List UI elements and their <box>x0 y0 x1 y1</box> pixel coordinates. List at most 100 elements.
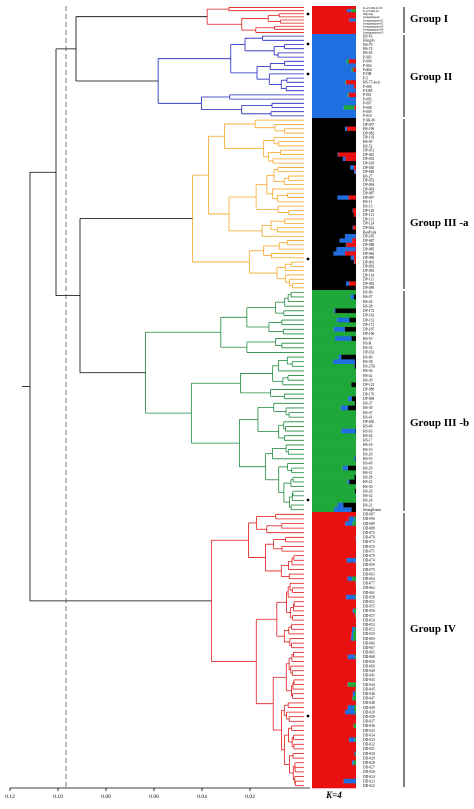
bar-row <box>312 327 334 332</box>
bar-row-mix <box>347 243 356 248</box>
structure-bars <box>312 6 356 788</box>
sample-label: DD-044 <box>363 683 375 687</box>
clade-2 <box>158 36 304 116</box>
bar-row-mix <box>354 705 356 710</box>
sample-label: DD-045 <box>363 687 375 691</box>
sample-label: DD-069 <box>363 637 375 641</box>
bar-row <box>312 277 356 282</box>
bar-row-mix <box>334 327 345 332</box>
bar-row <box>312 152 338 157</box>
bar-row-mix <box>346 243 347 248</box>
bar-row <box>312 415 356 420</box>
bar-row-mix <box>338 195 349 200</box>
bar-row-mix <box>354 256 356 261</box>
bar-row <box>312 243 346 248</box>
sample-label: DD-043 <box>363 678 375 682</box>
bar-row <box>312 406 341 411</box>
sample-label: DD-060 <box>363 664 375 668</box>
bar-row-mix <box>345 127 347 132</box>
bar-row <box>312 443 356 448</box>
bar-row <box>312 226 353 231</box>
bar-row <box>312 332 356 337</box>
clade-5 <box>211 514 304 785</box>
bar-row <box>312 238 340 243</box>
clade-1 <box>207 8 304 33</box>
sample-label: HS-53 <box>363 457 373 461</box>
clade-4 <box>146 292 304 509</box>
bar-row <box>312 751 354 756</box>
bar-row <box>312 581 356 586</box>
bar-row <box>312 668 356 673</box>
bar-row-mix <box>349 480 356 485</box>
bar-row <box>312 165 350 170</box>
bar-row-mix <box>355 489 356 494</box>
bar-row <box>312 318 337 323</box>
sample-label: DD-030 <box>363 752 375 756</box>
bar-row-mix <box>355 475 356 480</box>
sample-label: HS-21 <box>363 503 373 507</box>
sample-label: DP-052 <box>363 351 374 355</box>
bar-row-mix <box>355 247 356 252</box>
sample-label: DP-187 <box>363 328 374 332</box>
marker-dot <box>307 43 310 46</box>
bar-row <box>312 572 356 577</box>
bar-row-mix <box>349 195 356 200</box>
bar-row <box>312 705 348 710</box>
sample-label: HS-28 <box>363 304 373 308</box>
bar-row <box>312 378 356 383</box>
group-label: Group III -b <box>410 417 469 429</box>
bar-row-mix <box>352 336 356 341</box>
bar-row <box>312 144 356 149</box>
bar-row <box>312 595 346 600</box>
sample-label: DD-062 <box>363 586 375 590</box>
bar-row-mix <box>354 751 355 756</box>
bar-row <box>312 47 356 52</box>
bar-row-mix <box>349 18 355 21</box>
sample-label: DD-053 <box>363 623 375 627</box>
bar-row <box>312 701 356 706</box>
sample-label: DD-049 <box>363 706 375 710</box>
bar-row <box>312 733 356 738</box>
bar-row <box>312 12 356 15</box>
bar-row <box>312 336 335 341</box>
bar-block-5 <box>312 512 356 788</box>
sample-label: HS-33 <box>363 346 373 350</box>
sample-label: DD-041 <box>363 674 375 678</box>
sample-label: DD-067 <box>363 646 375 650</box>
bar-row <box>312 613 355 618</box>
bar-row-mix <box>347 127 356 132</box>
bar-row <box>312 9 347 12</box>
sample-label: DD-078 <box>363 536 375 540</box>
sample-label: DD-066 <box>363 641 375 645</box>
sample-label: DP-106 <box>363 332 374 336</box>
bar-row-mix <box>351 9 356 12</box>
marker-dot <box>307 13 310 16</box>
bar-row <box>312 452 356 457</box>
bar-row <box>312 322 356 327</box>
bar-row-mix <box>349 281 356 286</box>
sample-label: HS-38 <box>363 360 373 364</box>
label-block-1: K.AS.569-22-WK.AS.569-22MilyangJeongnang… <box>363 6 384 35</box>
sample-label: DD-071 <box>363 549 375 553</box>
bar-row-mix <box>348 396 352 401</box>
sample-label: HS-22 <box>363 480 373 484</box>
bar-row-mix <box>346 80 356 85</box>
bar-row-mix <box>348 705 354 710</box>
bar-row <box>312 576 348 581</box>
bar-row-mix <box>352 507 356 512</box>
bar-row-mix <box>346 157 356 162</box>
bar-row <box>312 350 356 355</box>
bar-row <box>312 420 356 425</box>
label-block-2: HS-83HongdoHS-79HS-74HS-43P-003P-004P-00… <box>363 34 380 118</box>
sample-label: HS-36 <box>363 369 373 373</box>
bar-row-mix <box>339 355 342 360</box>
sample-label: DD-035 <box>363 729 375 733</box>
bar-row-mix <box>355 429 356 434</box>
bar-row <box>312 187 356 192</box>
sample-label: HS-28 <box>363 476 373 480</box>
bar-row <box>312 247 336 252</box>
group-label: Group IV <box>410 623 456 635</box>
sample-label: HS-55 <box>363 337 373 341</box>
bar-row <box>312 290 356 295</box>
bar-row <box>312 678 356 683</box>
